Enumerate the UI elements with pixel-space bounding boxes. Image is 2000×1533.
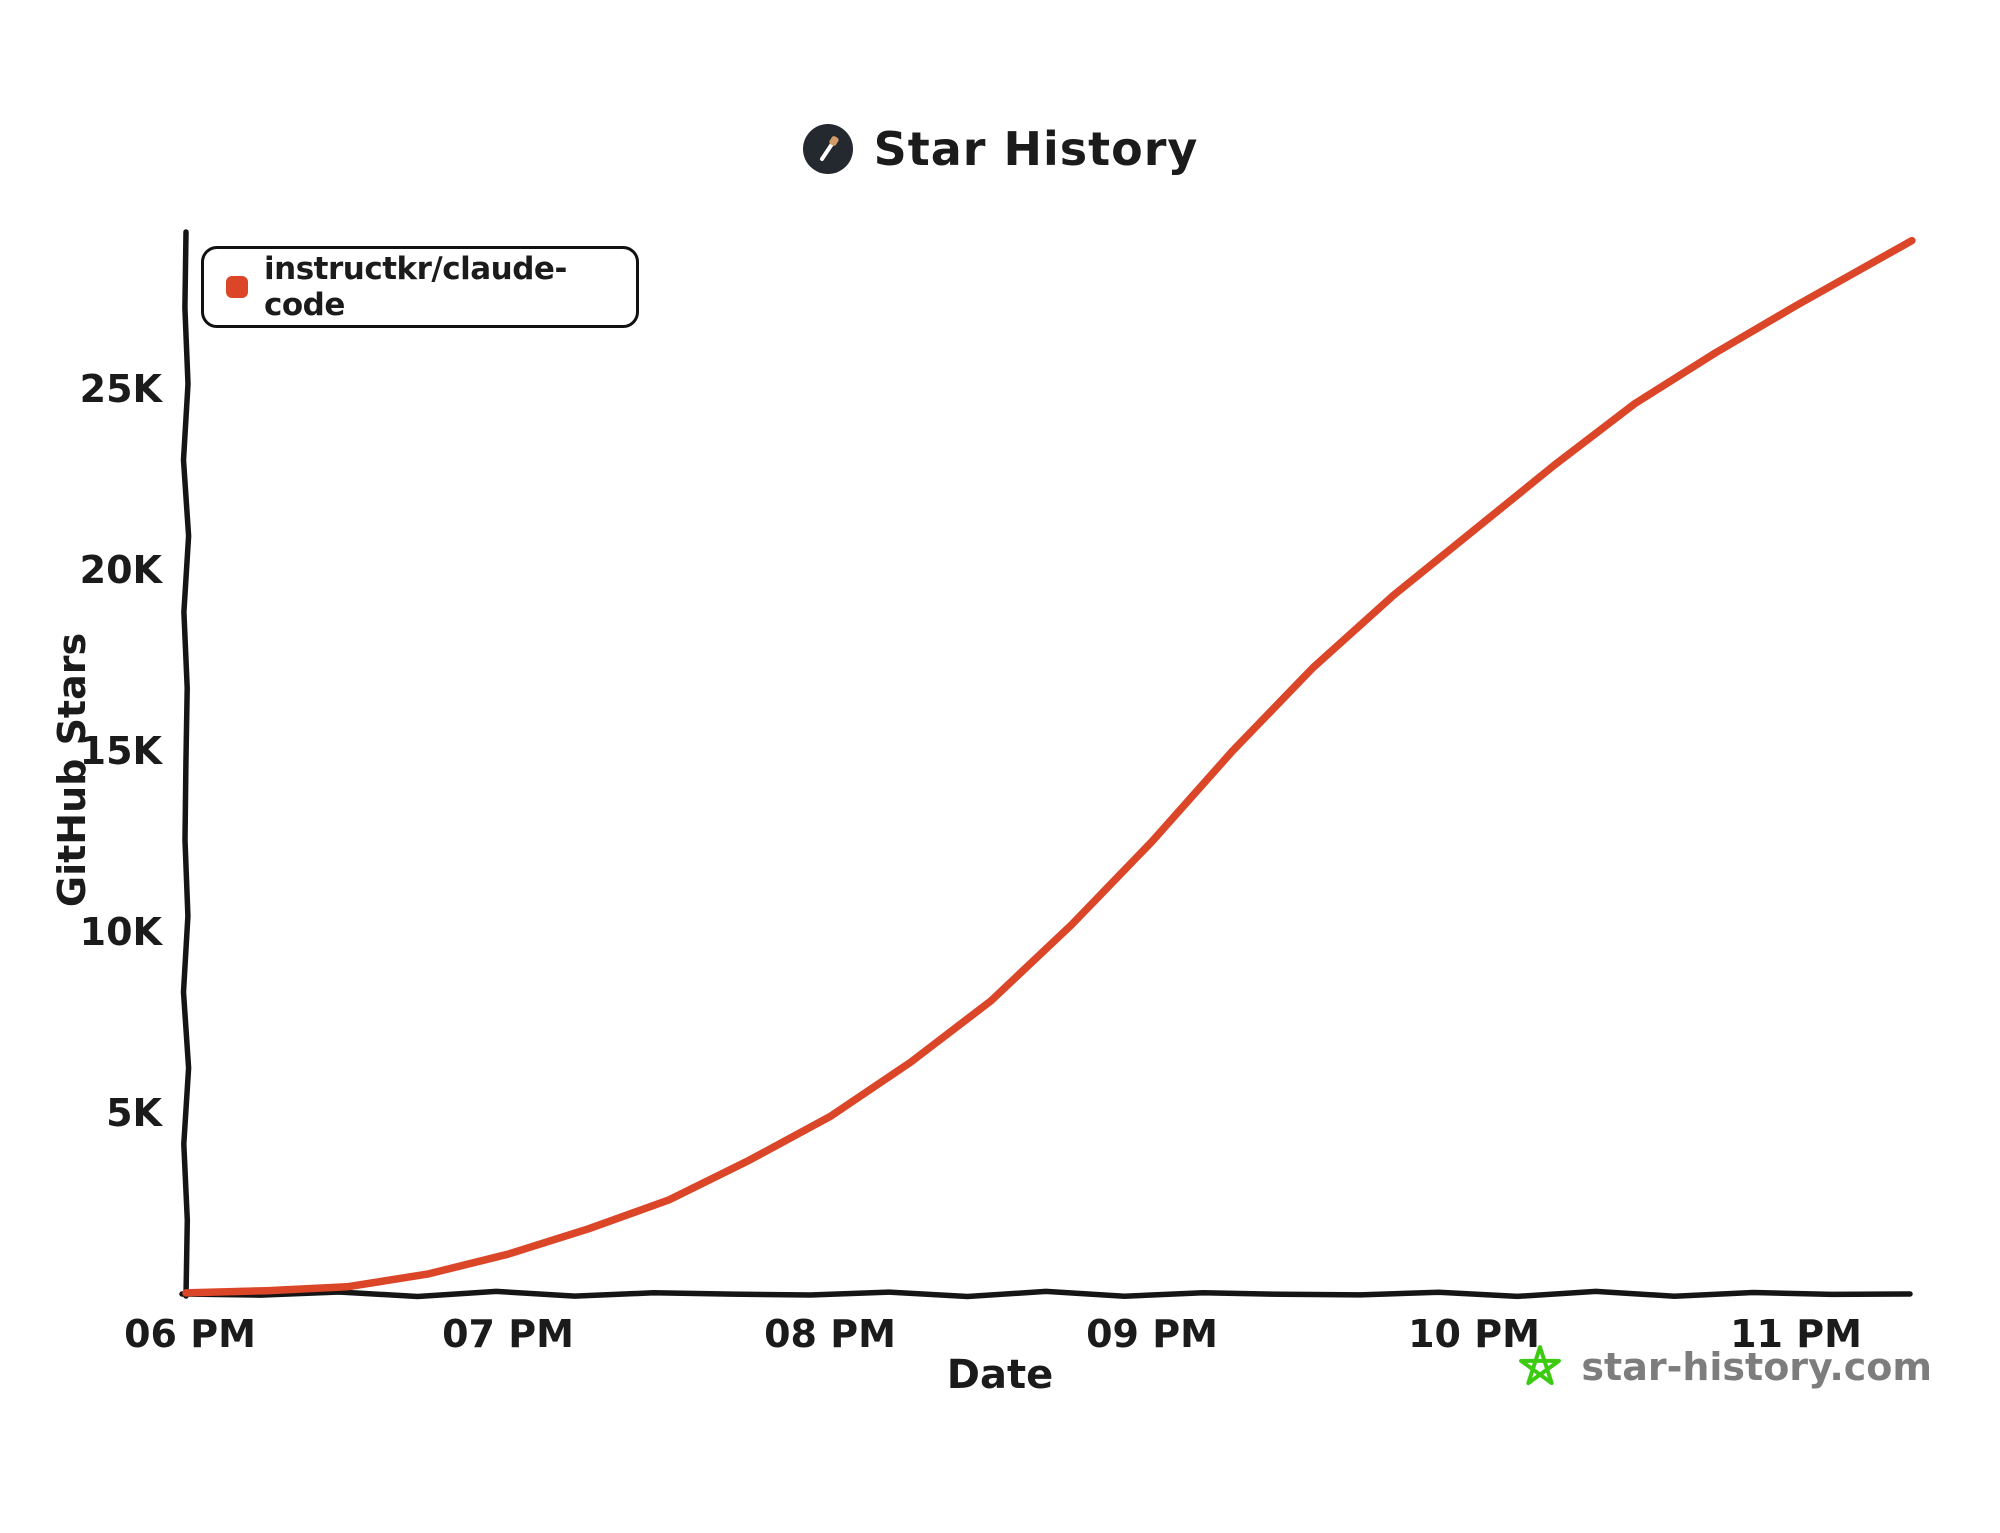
y-axis-title: GitHub Stars <box>50 632 94 908</box>
page-title: Star History <box>873 122 1199 176</box>
watermark-label: star-history.com <box>1581 1345 1932 1389</box>
y-tick-10k: 10K <box>79 910 162 954</box>
series-line-instructkr-claude-code <box>182 236 1916 1297</box>
legend-series-label: instructkr/claude-code <box>264 251 567 323</box>
x-axis-line <box>179 1288 1913 1300</box>
x-tick-06pm: 06 PM <box>124 1312 256 1356</box>
green-star-icon <box>1519 1345 1562 1386</box>
x-tick-07pm: 07 PM <box>442 1312 574 1356</box>
x-axis-title: Date <box>946 1352 1054 1398</box>
y-axis-line <box>180 229 192 1299</box>
legend: instructkr/claude-code <box>201 246 639 328</box>
x-tick-11pm: 11 PM <box>1730 1312 1862 1356</box>
x-tick-09pm: 09 PM <box>1086 1312 1218 1356</box>
y-tick-20k: 20K <box>79 548 162 592</box>
watermark-link[interactable]: star-history.com <box>1517 1344 1932 1390</box>
y-tick-15k: 15K <box>79 729 162 773</box>
chart-header: Star History <box>0 122 2000 176</box>
star-history-logo-icon <box>802 124 853 174</box>
x-tick-10pm: 10 PM <box>1408 1312 1540 1356</box>
series-marker-icon <box>226 276 248 298</box>
x-tick-08pm: 08 PM <box>764 1312 896 1356</box>
y-tick-5k: 5K <box>106 1091 162 1135</box>
y-tick-25k: 25K <box>79 367 162 411</box>
